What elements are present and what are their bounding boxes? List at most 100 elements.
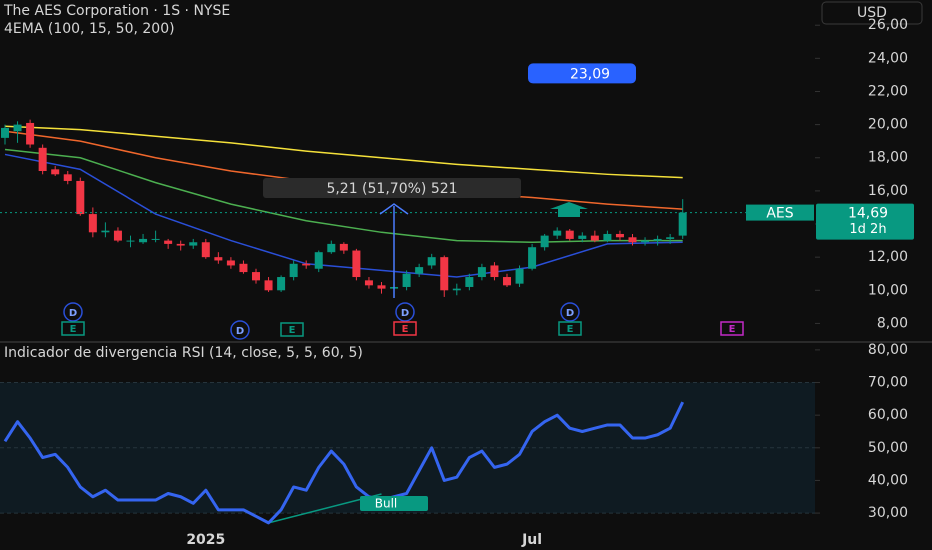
candle-body <box>252 272 260 281</box>
candle-body <box>528 247 537 269</box>
candle-body <box>214 257 223 261</box>
candle-body <box>1 127 9 138</box>
candle-body <box>189 242 198 246</box>
candle-body <box>176 243 185 246</box>
y-tick-label: 40,00 <box>868 472 908 488</box>
event-label: D <box>69 308 77 319</box>
candle-body <box>515 268 524 284</box>
candle-body <box>377 285 386 289</box>
candle-body <box>590 235 599 241</box>
bull-tag-bg <box>360 496 428 511</box>
candle-body <box>615 233 624 238</box>
candle-body <box>490 265 499 278</box>
event-label: E <box>402 324 409 335</box>
candle-body <box>565 230 574 239</box>
candle-body <box>678 212 687 236</box>
measure-box <box>263 178 521 198</box>
event-label: D <box>401 308 409 319</box>
y-tick-label: 16,00 <box>868 183 908 199</box>
candle-body <box>415 267 424 274</box>
candle-body <box>264 280 273 291</box>
y-tick-label: 20,00 <box>868 117 908 133</box>
candle-body <box>352 250 361 278</box>
candle-body <box>641 240 650 243</box>
candle-body <box>277 277 286 291</box>
event-label: E <box>729 324 736 335</box>
y-tick-label: 22,00 <box>868 83 908 99</box>
candle-body <box>314 252 323 269</box>
event-label: D <box>566 308 574 319</box>
event-label: E <box>289 325 296 336</box>
measure-label: 5,21 (51,70%) 521 <box>326 181 457 197</box>
candle-body <box>364 280 373 286</box>
rsi-line <box>3 401 685 525</box>
candle-body <box>578 235 587 239</box>
candle-body <box>653 238 662 241</box>
candle-body <box>666 237 675 239</box>
candle-body <box>201 242 210 258</box>
price-tag-bg <box>816 203 914 240</box>
event-label: D <box>236 326 244 337</box>
candle-body <box>465 277 474 287</box>
y-tick-label: 50,00 <box>868 440 908 456</box>
candle-body <box>13 124 22 132</box>
event-markers: D E D E D E D E E <box>61 302 744 340</box>
candle-body <box>226 260 235 266</box>
currency[interactable]: USD <box>857 5 887 21</box>
y-tick-label: 12,00 <box>868 249 908 265</box>
y-tick-label: 26,00 <box>868 17 908 33</box>
candle-body <box>339 243 348 251</box>
candle-body <box>327 243 336 253</box>
candle-body <box>289 263 298 278</box>
candle-body <box>88 214 97 233</box>
currency-button[interactable] <box>821 1 923 25</box>
y-tick-label: 18,00 <box>868 150 908 166</box>
alert-tag: 23,09 <box>570 66 610 82</box>
candle-body <box>427 257 436 266</box>
candle-body <box>63 174 72 181</box>
countdown: 1d 2h <box>849 222 886 237</box>
candle-body <box>26 122 35 145</box>
candle-body <box>139 238 148 243</box>
candle-body <box>76 180 85 215</box>
measure-arrow-head <box>379 203 409 215</box>
candle-body <box>239 263 248 273</box>
symbol-tag: AES <box>766 206 793 222</box>
candle-body <box>164 240 173 244</box>
y-tick-label: 24,00 <box>868 50 908 66</box>
candle-body <box>302 263 311 266</box>
x-tick-label: 2025 <box>186 532 225 548</box>
candle-body <box>540 235 549 248</box>
bull-tag: Bull <box>375 497 398 511</box>
ema-line <box>4 148 683 243</box>
y-tick-label: 80,00 <box>868 342 908 358</box>
indicator-label: Indicador de divergencia RSI (14, close,… <box>4 345 363 361</box>
event-label: E <box>70 324 77 335</box>
candle-body <box>38 147 47 171</box>
y-tick-label: 8,00 <box>877 315 908 331</box>
y-tick-label: 70,00 <box>868 375 908 391</box>
candle-body <box>151 238 160 240</box>
candle-body <box>126 240 135 242</box>
y-tick-label: 30,00 <box>868 505 908 521</box>
alert-tag-bg <box>528 63 636 84</box>
candle-body <box>477 267 486 278</box>
event-label: E <box>567 324 574 335</box>
y-tick-label: 10,00 <box>868 282 908 298</box>
ema-line <box>4 125 683 179</box>
candle-body <box>603 233 612 241</box>
x-tick-label: Jul <box>521 532 542 548</box>
candle-body <box>553 230 562 236</box>
up-arrow-marker <box>550 202 588 217</box>
candle-body <box>440 257 449 291</box>
ema-line <box>4 153 683 278</box>
candle-body <box>452 288 461 291</box>
y-tick-label: 60,00 <box>868 407 908 423</box>
price-tag: 14,69 <box>848 206 888 222</box>
candle-body <box>402 273 411 287</box>
chart-title: The AES Corporation · 1S · NYSE <box>3 3 230 19</box>
symbol-tag-bg <box>746 204 814 221</box>
candle-body <box>503 277 511 286</box>
